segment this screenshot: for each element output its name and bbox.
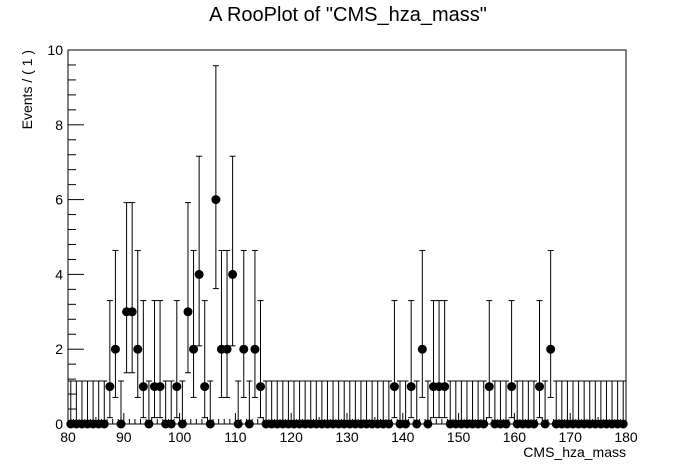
data-point: [507, 382, 517, 392]
y-tick-label: 2: [55, 341, 63, 357]
y-tick-label: 8: [55, 117, 63, 133]
y-tick-label: 6: [55, 192, 63, 208]
data-point: [228, 269, 238, 279]
x-tick-label: 80: [60, 429, 76, 445]
x-tick-label: 150: [447, 429, 471, 445]
data-point: [484, 382, 494, 392]
data-point: [155, 382, 165, 392]
data-point: [166, 419, 176, 429]
frame: [67, 49, 627, 425]
data-point: [540, 419, 550, 429]
x-tick-label: 160: [503, 429, 527, 445]
data-point: [189, 344, 199, 354]
data-point: [535, 382, 545, 392]
data-point: [211, 195, 221, 205]
data-point: [423, 419, 433, 429]
x-axis: 80 90 100 110 120 130 140 150 160 170 180: [60, 413, 638, 445]
data-point: [401, 419, 411, 429]
y-tick-label: 4: [55, 266, 63, 282]
data-point: [412, 419, 422, 429]
x-tick-label: 100: [168, 429, 192, 445]
data-point: [618, 419, 628, 429]
x-tick-label: 140: [391, 429, 415, 445]
data-point: [250, 344, 260, 354]
y-axis: 0 2 4 6 8 10: [47, 42, 84, 432]
data-point: [256, 382, 266, 392]
data-point: [105, 382, 115, 392]
x-tick-label: 110: [224, 429, 247, 445]
data-point: [239, 344, 249, 354]
data-point: [233, 419, 243, 429]
error-bars: [67, 65, 627, 425]
data-point: [546, 344, 556, 354]
data-point: [501, 419, 511, 429]
data-point: [177, 419, 187, 429]
data-point: [99, 419, 109, 429]
data-point: [417, 344, 427, 354]
x-axis-label: CMS_hza_mass: [523, 444, 626, 460]
data-point: [406, 382, 416, 392]
chart-title: A RooPlot of "CMS_hza_mass": [209, 4, 487, 26]
data-point: [194, 269, 204, 279]
data-point: [138, 382, 148, 392]
data-point: [127, 307, 137, 317]
data-point: [116, 419, 126, 429]
y-tick-label: 0: [55, 416, 63, 432]
data-point: [110, 344, 120, 354]
data-point: [222, 344, 232, 354]
data-point: [205, 419, 215, 429]
x-tick-label: 90: [116, 429, 132, 445]
data-point: [479, 419, 489, 429]
data-points: [66, 195, 628, 429]
data-point: [529, 419, 539, 429]
data-point: [389, 382, 399, 392]
data-point: [244, 419, 254, 429]
data-point: [384, 419, 394, 429]
data-point: [144, 419, 154, 429]
y-axis-label: Events / ( 1 ): [19, 50, 35, 129]
x-tick-label: 180: [614, 429, 638, 445]
data-point: [440, 382, 450, 392]
data-point: [133, 344, 143, 354]
data-point: [200, 382, 210, 392]
y-tick-label: 10: [47, 42, 63, 58]
data-point: [172, 382, 182, 392]
x-tick-label: 130: [335, 429, 359, 445]
data-point: [183, 307, 193, 317]
x-tick-label: 170: [559, 429, 583, 445]
x-tick-label: 120: [280, 429, 304, 445]
